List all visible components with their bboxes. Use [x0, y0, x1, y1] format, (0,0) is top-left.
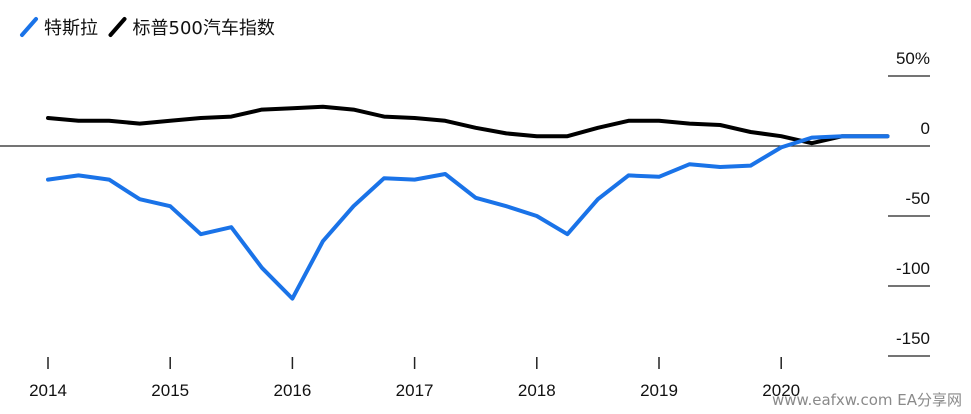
x-tick-label: 2017	[396, 381, 434, 400]
x-tick-label: 2020	[762, 381, 800, 400]
series-group	[46, 104, 890, 301]
x-tick-label: 2019	[640, 381, 678, 400]
legend: 特斯拉 标普500汽车指数	[20, 17, 275, 39]
watermark-text: www.eafxw.com EA分享网	[772, 391, 962, 409]
y-tick-label: -50	[905, 189, 930, 208]
x-tick-label: 2014	[29, 381, 67, 400]
x-tick-label: 2015	[151, 381, 189, 400]
x-axis: 2014 2015 2016 2017 2018 2019 2020	[29, 357, 800, 400]
legend-label-1: 特斯拉	[44, 18, 98, 39]
y-axis-ticks: 50% 0 -50 -100 -150	[888, 49, 930, 357]
y-tick-label: -150	[896, 329, 930, 348]
y-tick-label: -100	[896, 259, 930, 278]
legend-swatch-2	[108, 17, 127, 37]
x-tick-label: 2018	[518, 381, 556, 400]
x-tick-label: 2016	[273, 381, 311, 400]
y-tick-label: 0	[921, 119, 930, 138]
y-tick-label: 50%	[896, 49, 930, 68]
series-line-2	[46, 104, 890, 146]
watermark: www.eafxw.com EA分享网	[772, 391, 962, 409]
legend-label-2: 标普500汽车指数	[133, 18, 275, 39]
legend-swatch-1	[20, 17, 38, 37]
series-line-1	[46, 134, 890, 301]
